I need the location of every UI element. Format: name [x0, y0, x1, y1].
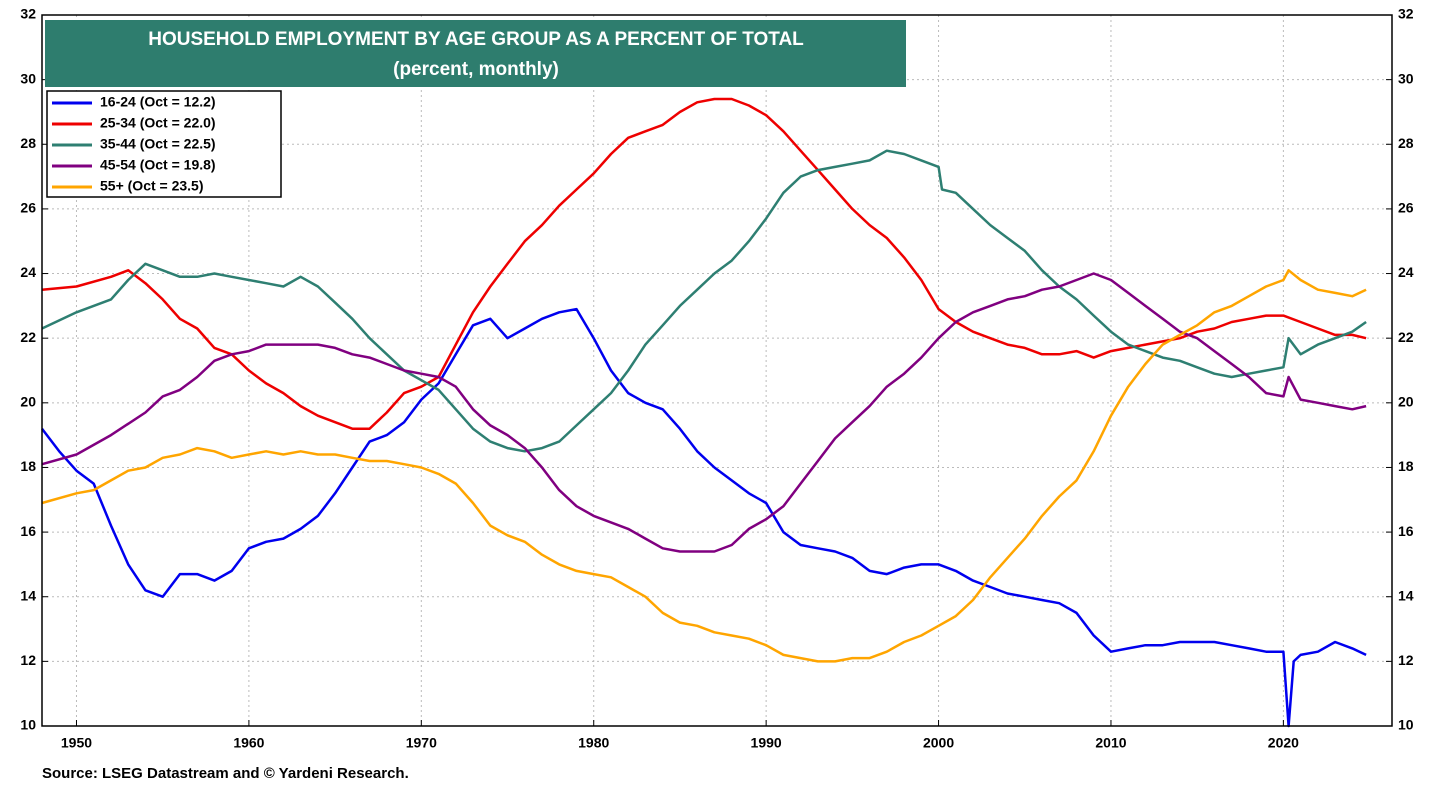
- lines: [41, 97, 1367, 728]
- y2-tick-label: 20: [1398, 394, 1414, 410]
- grid: 10 12 14 16 18 20 22 24 26 28 30 32 10 12 14 16 18 20 22 24…: [20, 6, 1413, 751]
- x-tick-label: 1990: [751, 735, 782, 751]
- legend-label: 25-34 (Oct = 22.0): [100, 115, 216, 131]
- y2-tick-label: 24: [1398, 264, 1414, 280]
- series-line: [41, 272, 1367, 553]
- plot-frame: [41, 14, 1393, 727]
- y2-tick-label: 30: [1398, 70, 1414, 86]
- legend-label: 55+ (Oct = 23.5): [100, 178, 204, 194]
- series-line: [41, 307, 1367, 728]
- y2-tick-label: 28: [1398, 135, 1414, 151]
- legend-label: 45-54 (Oct = 19.8): [100, 157, 216, 173]
- y-tick-label: 24: [20, 264, 36, 280]
- series-line: [41, 269, 1367, 663]
- series-line: [41, 97, 1367, 430]
- y-tick-label: 30: [20, 70, 36, 86]
- x-tick-label: 1970: [406, 735, 437, 751]
- y-tick-label: 28: [20, 135, 36, 151]
- y2-tick-label: 32: [1398, 6, 1414, 22]
- y-tick-label: 26: [20, 200, 36, 216]
- x-tick-label: 2000: [923, 735, 954, 751]
- chart-subtitle: (percent, monthly): [393, 59, 559, 80]
- y2-tick-label: 14: [1398, 587, 1414, 603]
- x-tick-label: 2010: [1095, 735, 1126, 751]
- y-tick-label: 16: [20, 523, 36, 539]
- y-tick-label: 20: [20, 394, 36, 410]
- y2-tick-label: 22: [1398, 329, 1414, 345]
- title-box: [45, 20, 906, 87]
- y-tick-label: 10: [20, 717, 36, 733]
- y-tick-label: 14: [20, 587, 36, 603]
- legend-label: 16-24 (Oct = 12.2): [100, 94, 216, 110]
- x-tick-label: 1960: [233, 735, 264, 751]
- y-tick-label: 32: [20, 6, 36, 22]
- y2-tick-label: 10: [1398, 717, 1414, 733]
- series-line: [41, 149, 1367, 453]
- y2-tick-label: 18: [1398, 458, 1414, 474]
- y2-tick-label: 26: [1398, 200, 1414, 216]
- chart-title: HOUSEHOLD EMPLOYMENT BY AGE GROUP AS A P…: [148, 29, 804, 50]
- x-tick-label: 1950: [61, 735, 92, 751]
- x-tick-label: 1980: [578, 735, 609, 751]
- y-tick-label: 18: [20, 458, 36, 474]
- legend-label: 35-44 (Oct = 22.5): [100, 136, 216, 152]
- y-tick-label: 22: [20, 329, 36, 345]
- y2-tick-label: 12: [1398, 652, 1414, 668]
- y2-tick-label: 16: [1398, 523, 1414, 539]
- y-tick-label: 12: [20, 652, 36, 668]
- source-note: Source: LSEG Datastream and © Yardeni Re…: [42, 765, 409, 782]
- legend: 16-24 (Oct = 12.2) 25-34 (Oct = 22.0) 35-4…: [52, 94, 216, 194]
- x-tick-label: 2020: [1268, 735, 1299, 751]
